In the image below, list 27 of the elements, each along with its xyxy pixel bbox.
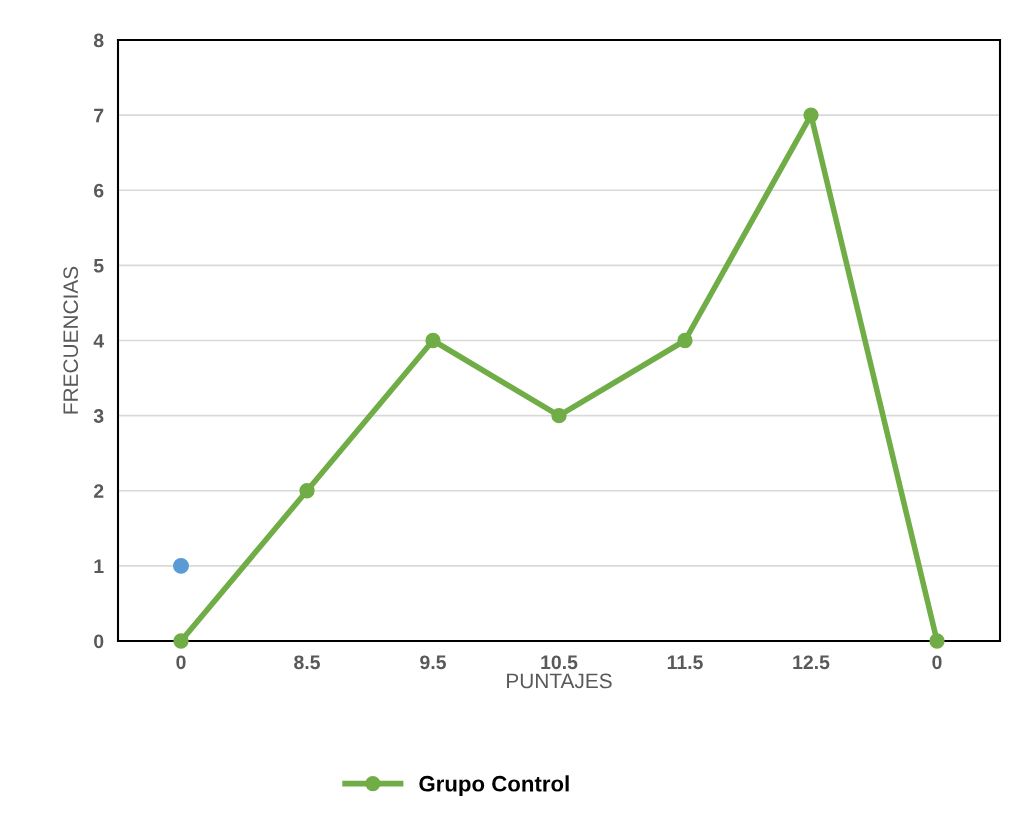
- point: [803, 107, 819, 123]
- y-tick-label: 1: [94, 559, 104, 573]
- point: [929, 633, 945, 649]
- point: [677, 332, 693, 349]
- point: [551, 407, 567, 424]
- point: [425, 332, 441, 349]
- x-axis-title: PUNTAJES: [507, 673, 612, 689]
- y-tick-label: 5: [93, 259, 104, 273]
- x-tick-label: 9.5: [420, 655, 446, 670]
- y-axis-title: FRECUENCIAS: [63, 266, 79, 414]
- x-tick-label: 12.5: [793, 655, 830, 670]
- legend-label: Grupo Control: [419, 775, 569, 796]
- y-tick-label: 3: [93, 409, 104, 423]
- y-tick-label: 2: [93, 484, 104, 498]
- y-tick-label: 6: [94, 183, 104, 198]
- x-tick-label: 0: [176, 655, 186, 670]
- y-tick-label: 8: [93, 33, 104, 48]
- x-tick-label: 0: [932, 655, 942, 670]
- x-tick-label: 11.5: [667, 655, 703, 670]
- y-tick-label: 0: [94, 634, 104, 649]
- point: [173, 557, 189, 574]
- point: [173, 633, 189, 649]
- y-tick-label: 4: [93, 334, 105, 348]
- y-tick-label: 7: [94, 108, 104, 123]
- x-tick-label: 10.5: [541, 655, 578, 670]
- x-tick-label: 8.5: [294, 655, 320, 670]
- point: [299, 483, 315, 499]
